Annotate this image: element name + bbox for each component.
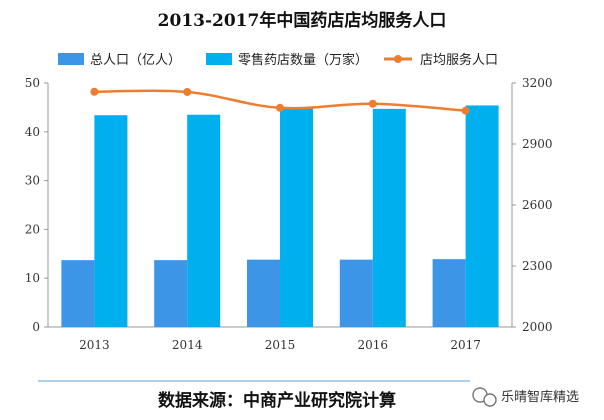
source-note: 数据来源：中商产业研究院计算	[158, 390, 396, 411]
chart-title: 2013-2017年中国药店店均服务人口	[158, 10, 447, 31]
y-right-tick-label-3: 2900	[522, 137, 553, 151]
x-tick-label-2016: 2016	[358, 338, 389, 352]
legend-marker-per-store	[394, 55, 402, 63]
bar-store-count-2015	[280, 108, 313, 327]
bar-total-population-2014	[154, 260, 188, 327]
point-per-store-2015	[276, 103, 284, 112]
point-per-store-2017	[461, 106, 470, 115]
y-left-tick-label-5: 50	[25, 76, 40, 90]
x-tick-label-2013: 2013	[79, 338, 110, 352]
bar-total-population-2015	[247, 259, 280, 327]
y-left-tick-label-2: 20	[25, 222, 40, 236]
legend-swatch-total-population	[58, 53, 84, 65]
bar-total-population-2017	[432, 259, 466, 327]
point-per-store-2013	[90, 87, 99, 96]
legend-label-total-population: 总人口（亿人）	[90, 53, 181, 68]
watermark-label: 乐晴智库精选	[501, 389, 579, 405]
bar-store-count-2014	[187, 114, 221, 327]
bar-total-population-2013	[61, 260, 95, 327]
y-left-tick-label-0: 0	[32, 320, 40, 334]
bar-store-count-2017	[465, 105, 499, 327]
legend-label-store-count: 零售药店数量（万家）	[238, 52, 368, 68]
x-tick-label-2015: 2015	[265, 338, 296, 352]
legend-swatch-store-count	[206, 53, 232, 65]
y-left-tick-label-1: 10	[25, 271, 40, 285]
y-left-tick-label-3: 30	[25, 174, 40, 188]
plot-area: 0 10 20 30 40 50 2000 2300 2600 2900 3200 2013 2014 2…	[25, 76, 553, 352]
bar-store-count-2016	[372, 108, 406, 327]
bar-total-population-2016	[339, 259, 373, 327]
y-right-tick-label-2: 2600	[522, 198, 553, 212]
legend: 总人口（亿人） 零售药店数量（万家） 店均服务人口	[58, 52, 498, 68]
bar-store-count-2013	[94, 115, 128, 327]
x-tick-label-2017: 2017	[450, 338, 481, 352]
legend-label-per-store: 店均服务人口	[420, 52, 498, 68]
wechat-icon	[472, 387, 497, 407]
y-left-tick-label-4: 40	[25, 125, 40, 139]
y-right-tick-label-1: 2300	[522, 259, 553, 273]
y-right-tick-label-0: 2000	[522, 320, 553, 334]
point-per-store-2014	[183, 87, 192, 96]
x-tick-label-2014: 2014	[172, 338, 203, 352]
y-right-tick-label-4: 3200	[522, 76, 553, 90]
point-per-store-2016	[368, 99, 377, 108]
